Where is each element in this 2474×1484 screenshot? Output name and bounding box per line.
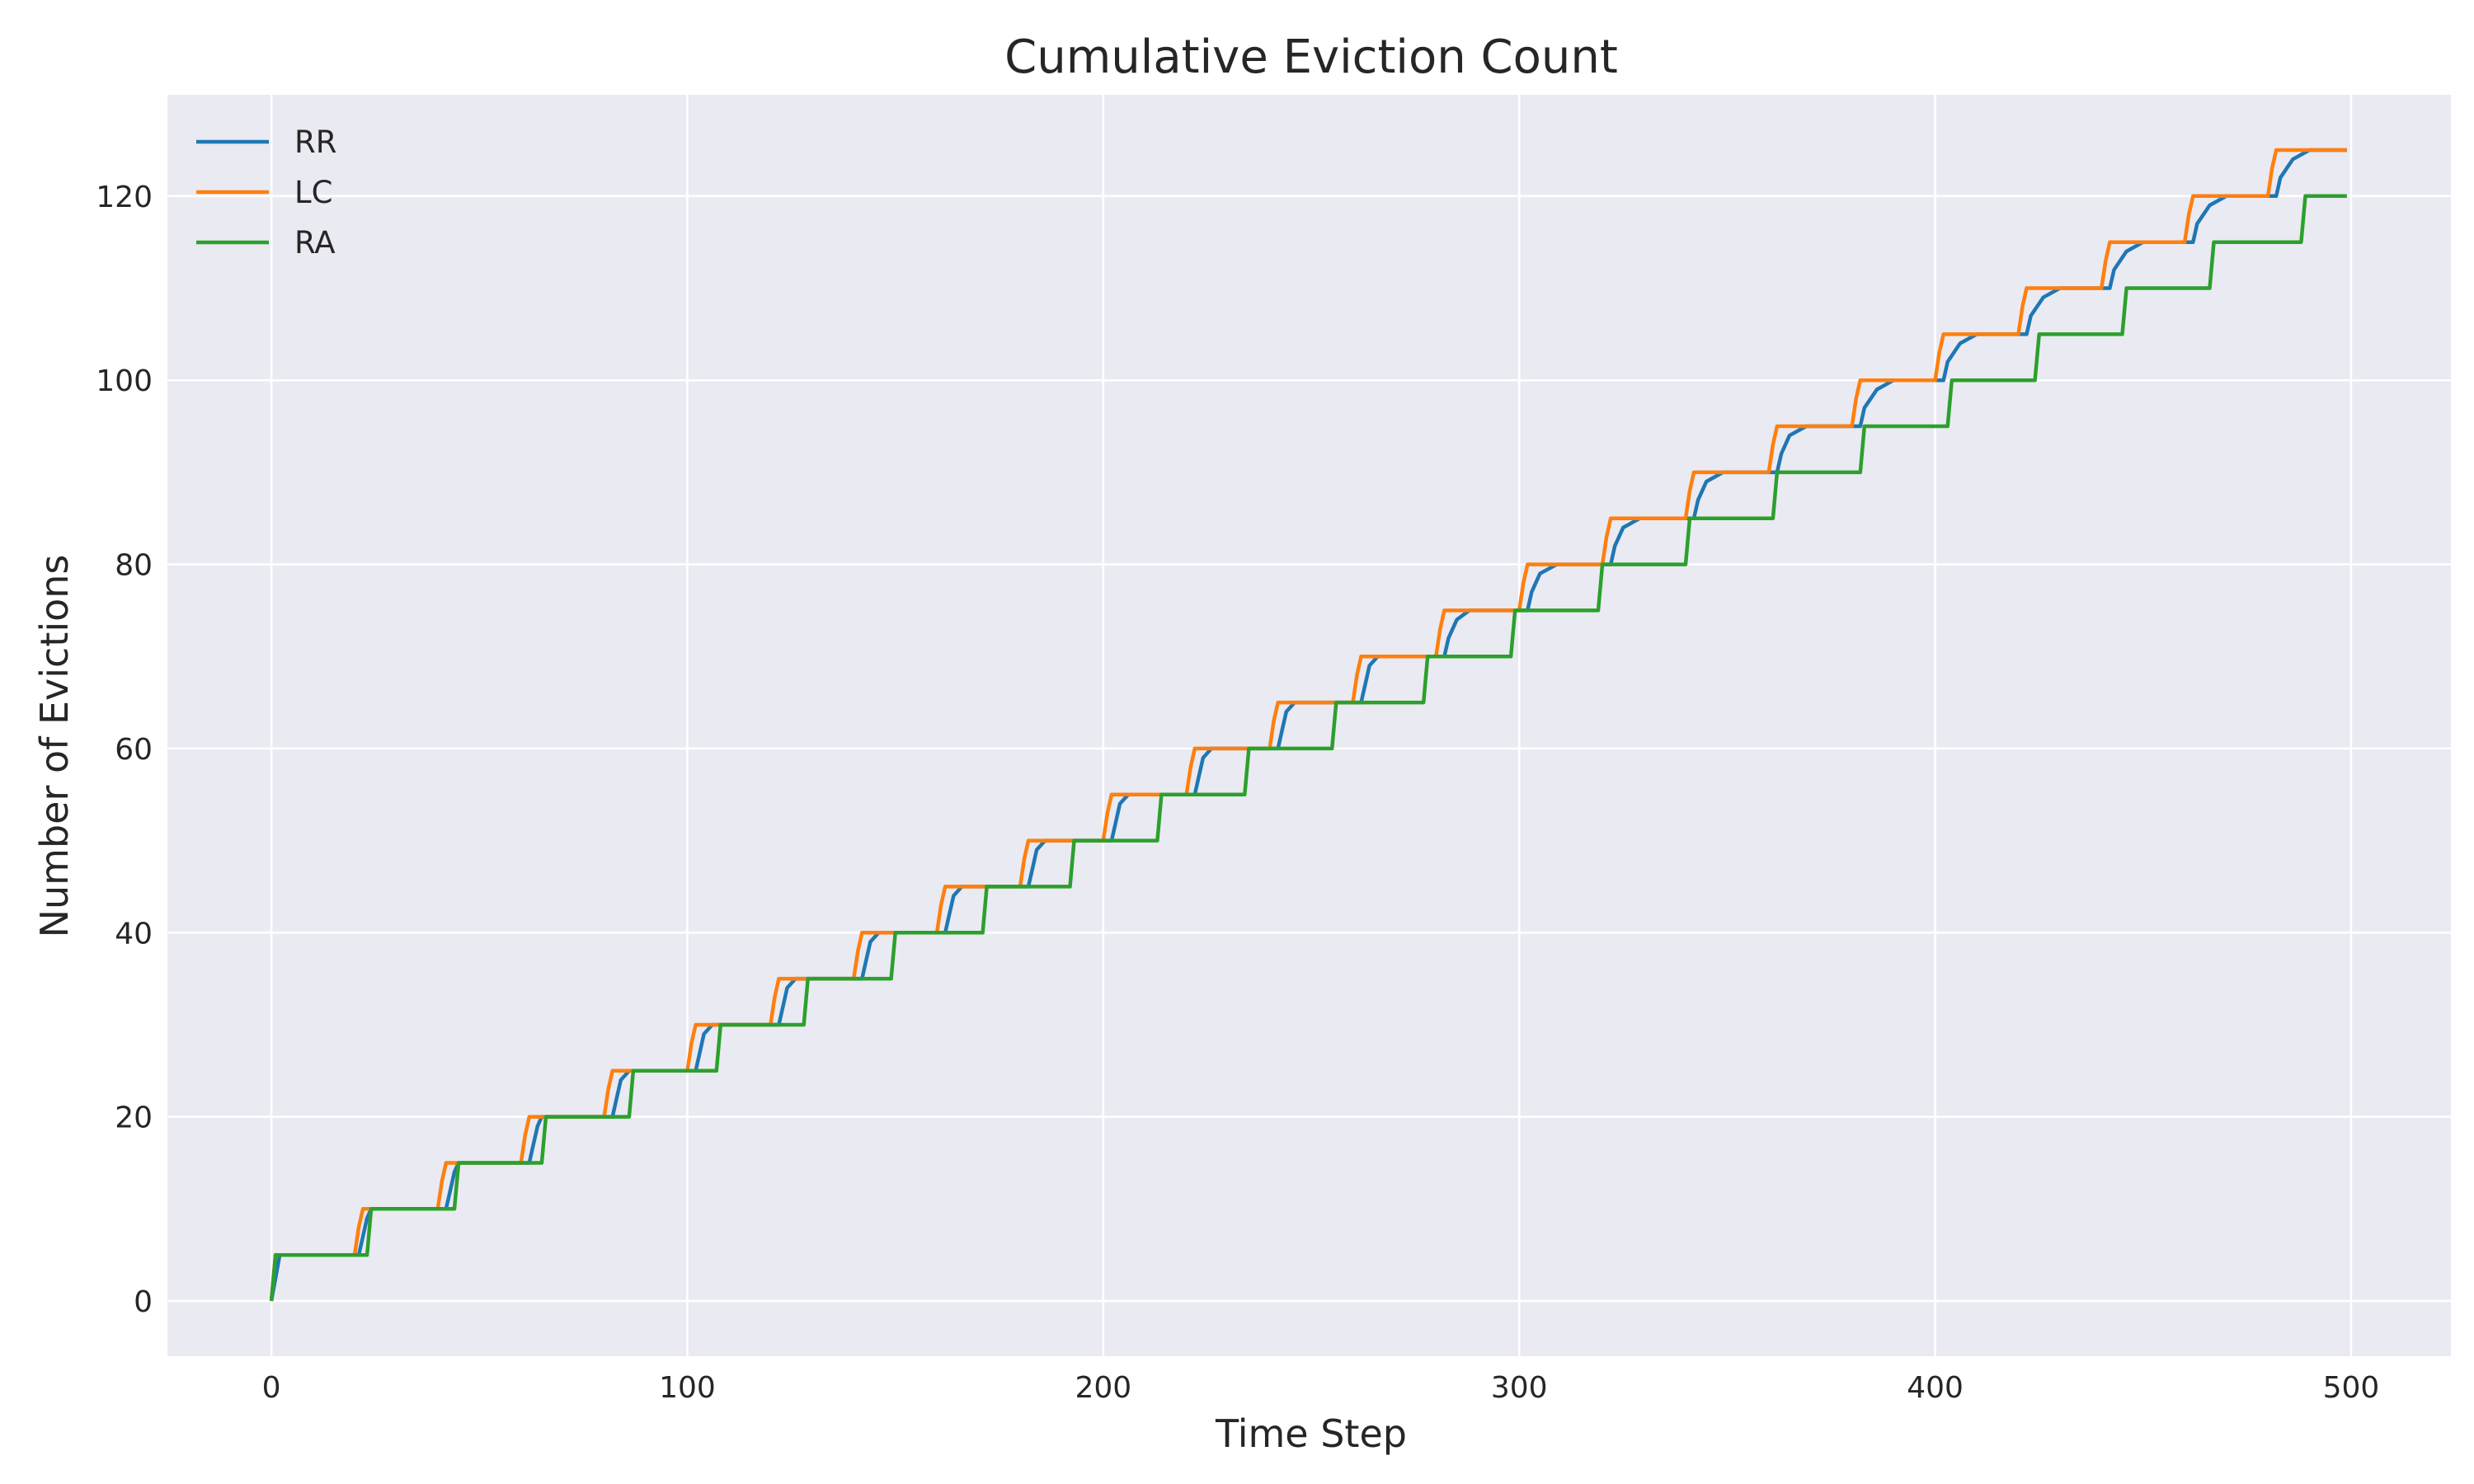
legend-label-ra: RA bbox=[294, 225, 336, 261]
x-tick-labels: 0 100 200 300 400 500 bbox=[262, 1371, 2380, 1405]
x-tick-label: 100 bbox=[659, 1371, 716, 1405]
x-tick-label: 200 bbox=[1075, 1371, 1131, 1405]
x-tick-label: 0 bbox=[262, 1371, 281, 1405]
x-tick-label: 300 bbox=[1491, 1371, 1548, 1405]
y-tick-label: 40 bbox=[115, 917, 153, 951]
plot-area bbox=[167, 95, 2451, 1356]
y-tick-label: 0 bbox=[134, 1285, 153, 1319]
x-tick-label: 400 bbox=[1907, 1371, 1964, 1405]
legend-label-rr: RR bbox=[294, 124, 336, 160]
legend-label-lc: LC bbox=[294, 175, 332, 210]
series-line-lc bbox=[269, 148, 2347, 1302]
series-lines bbox=[269, 148, 2347, 1302]
legend: RR LC RA bbox=[196, 124, 336, 261]
y-tick-label: 80 bbox=[115, 549, 153, 583]
series-line-ra bbox=[269, 194, 2347, 1302]
y-tick-label: 100 bbox=[96, 364, 153, 398]
chart-title: Cumulative Eviction Count bbox=[1004, 31, 1618, 84]
y-tick-label: 20 bbox=[115, 1101, 153, 1135]
y-axis-label: Number of Evictions bbox=[32, 555, 77, 938]
y-tick-label: 120 bbox=[96, 181, 153, 214]
y-tick-labels: 0 20 40 60 80 100 120 bbox=[96, 181, 153, 1319]
x-axis-label: Time Step bbox=[1215, 1411, 1407, 1456]
x-tick-label: 500 bbox=[2323, 1371, 2380, 1405]
y-tick-label: 60 bbox=[115, 733, 153, 767]
